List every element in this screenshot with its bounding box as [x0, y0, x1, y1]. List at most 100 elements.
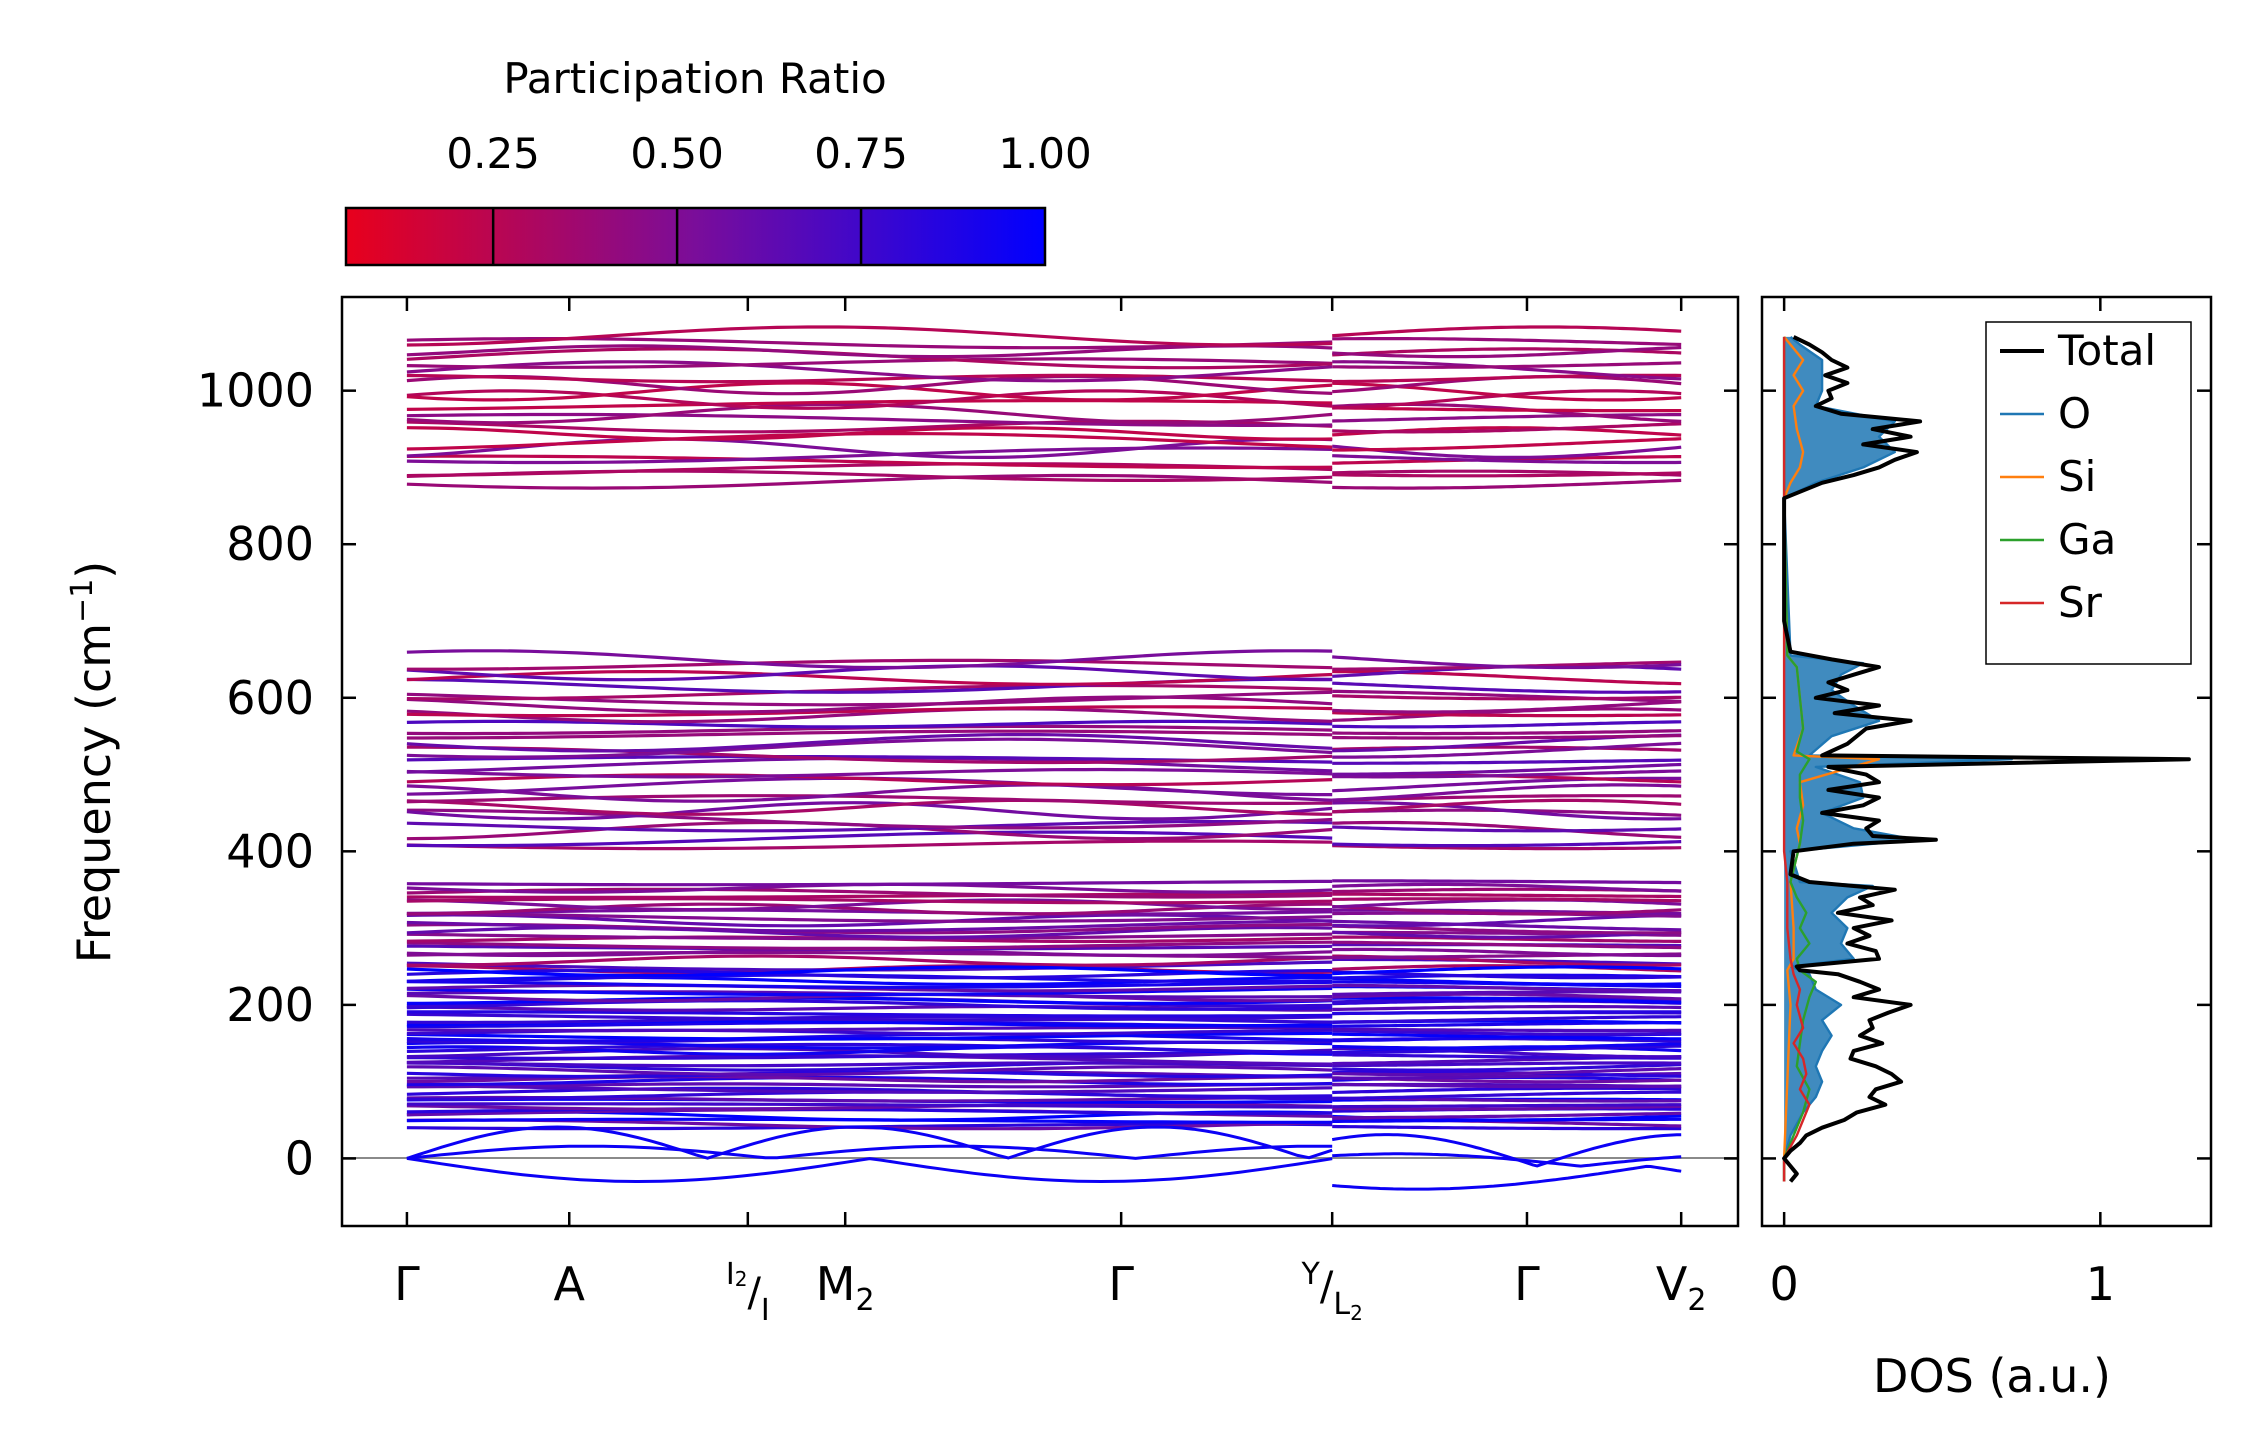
acoustic-band [1332, 1152, 1682, 1168]
band-line [406, 767, 1333, 779]
band-line [1332, 762, 1682, 776]
band-line [406, 381, 1333, 402]
legend-label-O: O [2058, 389, 2091, 438]
band-line [406, 412, 1333, 427]
band-line [406, 719, 1333, 729]
colorbar-label: Participation Ratio [503, 54, 886, 103]
x-tick-label-M2: M2 [816, 1257, 875, 1318]
band-line [406, 658, 1333, 671]
band-line [406, 986, 1333, 997]
band-line [1332, 478, 1682, 490]
colorbar-tick-label: 0.50 [630, 129, 724, 178]
acoustic-band [1332, 1164, 1682, 1191]
band-line [1332, 1067, 1682, 1077]
band-line [406, 902, 1333, 916]
band-line [406, 683, 1333, 701]
y-tick-label: 800 [226, 517, 314, 571]
band-line [406, 1102, 1333, 1111]
band-line [1332, 729, 1682, 736]
dos-curves [1782, 335, 2191, 1183]
y-tick-label: 0 [285, 1131, 314, 1185]
band-line [1332, 720, 1682, 729]
dos-x-axis-label: DOS (a.u.) [1873, 1349, 2111, 1403]
band-line [1332, 844, 1682, 851]
band-line [406, 897, 1333, 905]
band-line [406, 1031, 1333, 1041]
band-line [406, 1065, 1333, 1077]
band-line [1332, 700, 1682, 714]
band-line [406, 892, 1333, 899]
band-line [1332, 1015, 1682, 1024]
band-line [1332, 882, 1682, 893]
band-line [1332, 1029, 1682, 1036]
band-line [1332, 1027, 1682, 1033]
x-tick-label-V2: V2 [1656, 1257, 1707, 1318]
band-line [1332, 1086, 1682, 1095]
band-line [406, 389, 1333, 410]
band-line [1332, 924, 1682, 935]
band-line [406, 325, 1333, 347]
band-line [1332, 820, 1682, 839]
band-line [1332, 996, 1682, 1004]
x-tick-label-gamma3: Γ [1514, 1257, 1540, 1311]
band-line [1332, 422, 1682, 434]
band-line [406, 798, 1333, 816]
band-line [1332, 1063, 1682, 1072]
band-structure-axes: 0 200 400 600 800 1000 Γ A I2/I M2 Γ Y/L2 Γ V2 Frequ… [65, 295, 1740, 1328]
band-line [1332, 1104, 1682, 1111]
band-line [406, 879, 1333, 887]
band-line [406, 454, 1333, 470]
y-tick-label: 200 [226, 978, 314, 1032]
band-line [1332, 1061, 1682, 1068]
acoustic-band [406, 1125, 1333, 1160]
y-tick-label: 600 [226, 671, 314, 725]
x-tick-label-gamma2: Γ [1108, 1257, 1134, 1311]
band-line [1332, 361, 1682, 369]
x-tick-label-A: A [554, 1257, 586, 1311]
band-line [406, 729, 1333, 740]
band-line [1332, 935, 1682, 943]
band-line [406, 801, 1333, 821]
band-line [406, 1012, 1333, 1022]
band-line [406, 473, 1333, 490]
band-line [1332, 769, 1682, 779]
band-line [1332, 1111, 1682, 1120]
band-line [1332, 970, 1682, 980]
band-line [1332, 976, 1682, 987]
colorbar-gradient [344, 206, 1047, 267]
dos-line-Sr [1782, 336, 1811, 1182]
band-line [1332, 1082, 1682, 1089]
band-line [406, 670, 1333, 686]
band-line [406, 426, 1333, 441]
acoustic-band [406, 1156, 1333, 1184]
band-line [1332, 1090, 1682, 1101]
colorbar: Participation Ratio 0.25 0.50 0.75 1.00 [344, 54, 1092, 267]
band-line [406, 965, 1333, 978]
band-line [406, 808, 1333, 830]
band-line [1332, 892, 1682, 899]
band-line [1332, 919, 1682, 932]
band-line [406, 887, 1333, 899]
band-line [1332, 413, 1682, 423]
band-line [406, 794, 1333, 805]
band-line [1332, 711, 1682, 718]
band-line [406, 1086, 1333, 1098]
dos-x-tick-label: 1 [2086, 1257, 2115, 1311]
band-line [1332, 758, 1682, 765]
band-line [406, 1051, 1333, 1060]
band-line [1332, 1044, 1682, 1055]
band-line [406, 932, 1333, 941]
band-line [1332, 1004, 1682, 1011]
band-line [1332, 983, 1682, 993]
band-line [1332, 798, 1682, 814]
band-line [406, 1042, 1333, 1055]
band-line [1332, 1042, 1682, 1050]
phonon-bands [406, 325, 1682, 1191]
band-line [1332, 930, 1682, 939]
acoustic-band [406, 1144, 1333, 1160]
colorbar-tick-label: 1.00 [998, 129, 1092, 178]
band-line [406, 705, 1333, 718]
band-line [1332, 1103, 1682, 1109]
legend-label-Sr: Sr [2058, 578, 2103, 627]
